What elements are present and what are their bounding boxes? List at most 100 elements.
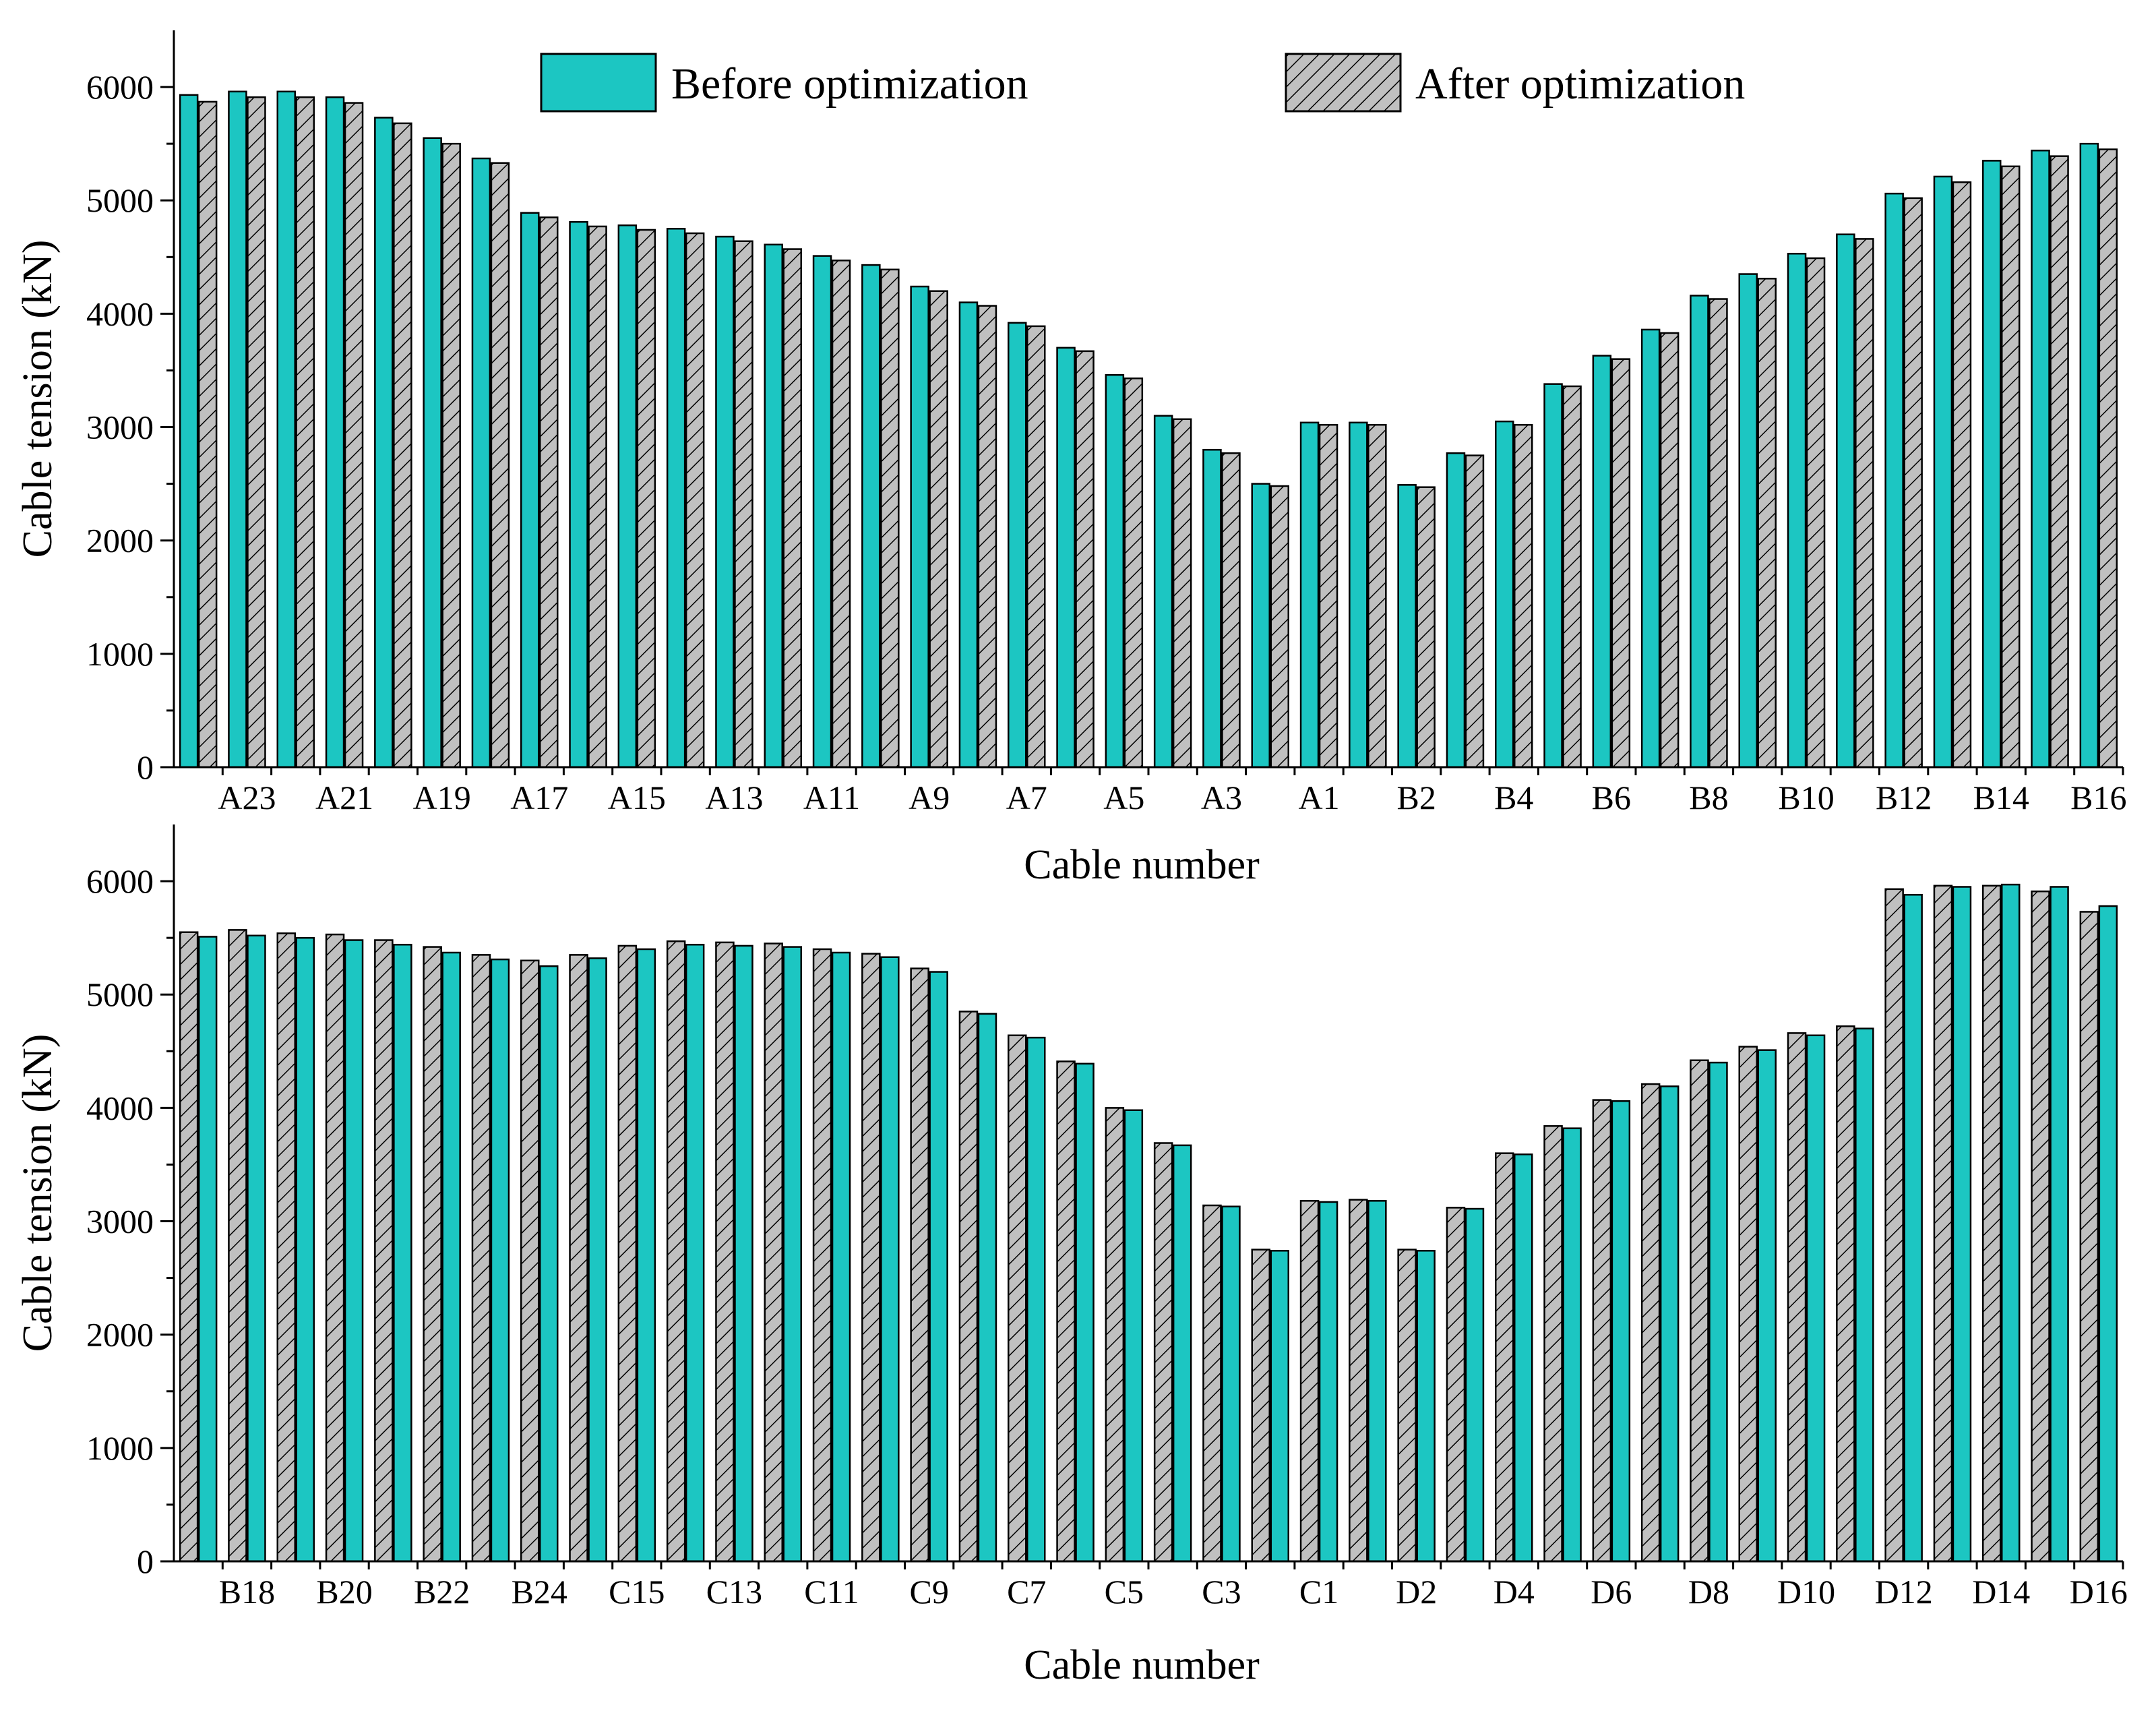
bottom-bar-after-d16: [2079, 911, 2099, 1563]
bottom-bar-before-c2: [1270, 1250, 1289, 1563]
bottom-y-tick-label: 2000: [86, 1316, 154, 1354]
bottom-y-tick-label: 6000: [86, 862, 154, 900]
bottom-bar-after-d4: [1495, 1152, 1514, 1563]
top-bar-after-b10: [1806, 257, 1826, 769]
top-bar-before-a4: [1153, 415, 1173, 769]
top-x-tick-label: A17: [510, 779, 568, 816]
bottom-bar-after-c10: [861, 953, 881, 1563]
bottom-bar-after-d12: [1884, 888, 1904, 1563]
bottom-x-axis-title: Cable number: [1024, 1642, 1260, 1688]
top-bar-after-a14: [685, 232, 705, 769]
bottom-bar-before-d3: [1465, 1207, 1485, 1563]
bottom-bar-before-b21: [393, 943, 412, 1563]
bottom-bar-after-b17: [179, 931, 199, 1563]
bottom-bar-before-d11: [1855, 1027, 1874, 1563]
top-bar-after-a18: [490, 162, 510, 769]
bottom-y-axis-ticks: 0 1000 2000 3000 4000 5000 6000: [86, 862, 174, 1580]
top-bar-before-a6: [1056, 347, 1076, 769]
bottom-bar-before-b18: [247, 934, 266, 1563]
top-x-tick-label: B16: [2070, 779, 2126, 816]
bottom-x-tick-label: D14: [1972, 1573, 2030, 1611]
top-bar-before-a23: [228, 90, 247, 769]
bottom-bar-before-c1: [1318, 1201, 1338, 1563]
top-bar-before-a17: [520, 212, 540, 769]
top-bar-after-a4: [1172, 418, 1192, 769]
bottom-bar-after-d7: [1640, 1083, 1661, 1563]
top-bar-after-b13: [1952, 181, 1972, 769]
bottom-chart-panel: 0 1000 2000 3000 4000 5000 6000 B18 B20 B22 B24 C1…: [15, 824, 2128, 1688]
bottom-bar-before-d5: [1562, 1127, 1582, 1563]
top-x-tick-label: A13: [705, 779, 763, 816]
top-y-tick-label: 4000: [86, 295, 154, 332]
bottom-bar-before-c4: [1172, 1144, 1192, 1563]
top-bar-before-a19: [423, 137, 442, 769]
bottom-bar-before-c15: [636, 948, 656, 1563]
bottom-bar-after-b21: [374, 939, 394, 1563]
bottom-bar-after-d6: [1592, 1099, 1612, 1563]
top-bar-before-a15: [617, 224, 638, 769]
bottom-bar-before-b22: [441, 951, 461, 1563]
legend-swatch-after: [1285, 53, 1402, 113]
bottom-bar-after-c9: [910, 967, 929, 1563]
bottom-bar-before-d2: [1416, 1250, 1436, 1563]
bottom-x-tick-label: C1: [1299, 1573, 1338, 1611]
top-bar-after-a2: [1270, 485, 1289, 769]
bottom-bar-before-d4: [1514, 1153, 1533, 1563]
bottom-bar-before-c10: [880, 956, 900, 1563]
top-bar-before-a9: [910, 285, 929, 769]
top-bar-before-b5: [1543, 383, 1563, 769]
top-y-tick-label: 5000: [86, 181, 154, 219]
top-bar-before-a22: [276, 90, 296, 769]
top-bar-after-b3: [1465, 454, 1485, 769]
bottom-bar-after-b22: [423, 946, 442, 1563]
bottom-bar-before-c7: [1026, 1036, 1046, 1563]
bottom-bar-before-c13: [734, 944, 753, 1563]
top-x-tick-label: A23: [218, 779, 276, 816]
bottom-x-tick-label: D2: [1396, 1573, 1437, 1611]
bottom-x-tick-label: D12: [1875, 1573, 1933, 1611]
top-bar-after-b7: [1659, 332, 1680, 769]
bottom-bar-before-d14: [2001, 883, 2021, 1563]
top-bar-after-a5: [1123, 377, 1144, 769]
top-bar-before-b9: [1738, 273, 1758, 769]
bottom-bar-before-d9: [1757, 1049, 1777, 1563]
bottom-bar-after-b18: [228, 929, 247, 1563]
bottom-bar-after-c14: [666, 940, 686, 1563]
bottom-bar-after-d1: [1349, 1199, 1368, 1563]
top-bar-before-a20: [374, 117, 394, 769]
top-x-tick-label: B14: [1973, 779, 2029, 816]
top-bar-after-a12: [782, 248, 802, 769]
top-bar-before-b14: [1982, 160, 2002, 769]
bottom-x-tick-label: C3: [1202, 1573, 1241, 1611]
bottom-bar-before-d8: [1708, 1061, 1728, 1563]
bottom-bar-before-c16: [588, 957, 607, 1563]
top-bar-before-a18: [471, 157, 491, 769]
top-x-tick-label: A9: [908, 779, 950, 816]
top-y-tick-label: 3000: [86, 409, 154, 446]
top-bar-after-b15: [2050, 155, 2069, 769]
legend-swatch-before: [540, 53, 657, 113]
bottom-bar-before-b24: [539, 965, 559, 1563]
top-y-tick-label: 2000: [86, 522, 154, 560]
top-bar-after-a7: [1026, 325, 1046, 769]
bottom-x-tick-label: C9: [909, 1573, 948, 1611]
bottom-y-axis-title: Cable tension (kN): [15, 1034, 61, 1352]
top-bar-before-a12: [764, 243, 783, 769]
bottom-x-tick-label: D10: [1777, 1573, 1835, 1611]
bottom-bar-before-b17: [197, 936, 218, 1563]
bottom-bar-after-b20: [325, 933, 345, 1563]
bottom-bar-before-c12: [782, 946, 802, 1563]
chart-legend: Before optimization After optimization: [540, 53, 1745, 113]
top-bar-before-a16: [569, 220, 588, 769]
bottom-bar-before-d1: [1367, 1200, 1387, 1563]
legend-label-before: Before optimization: [671, 59, 1028, 109]
bottom-bar-after-c16: [569, 954, 588, 1563]
bottom-bar-before-c11: [831, 951, 851, 1563]
top-bar-after-a13: [734, 240, 753, 769]
bottom-bar-before-d10: [1806, 1034, 1826, 1563]
top-x-tick-label: B4: [1494, 779, 1533, 816]
bottom-bar-before-c6: [1075, 1062, 1095, 1563]
top-bar-before-b13: [1933, 175, 1953, 769]
top-chart-panel: 0 1000 2000 3000 4000 5000 6000 A23 A21 A19 A17 A1…: [15, 30, 2127, 888]
